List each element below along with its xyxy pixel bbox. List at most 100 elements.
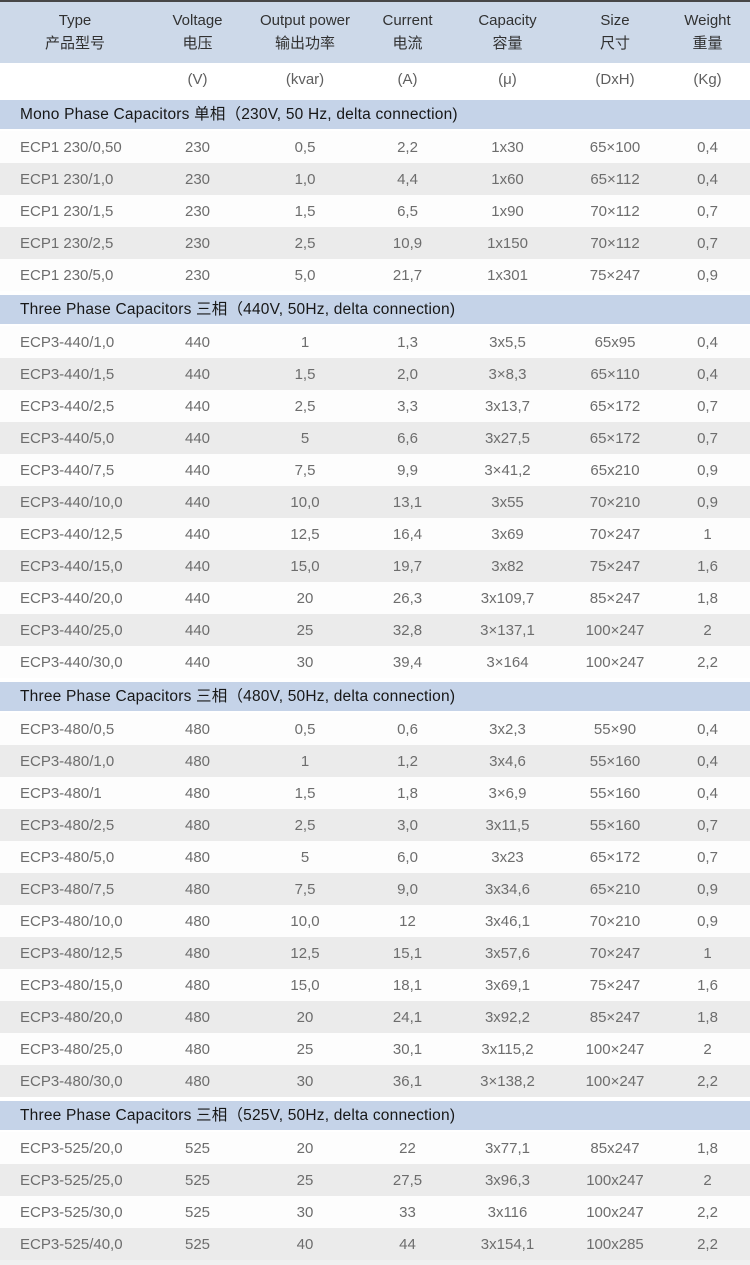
cell-capacity: 3x116: [487, 1203, 528, 1221]
cell-size: 100×247: [585, 621, 645, 639]
cell-current: 16,4: [392, 525, 423, 543]
cell-output-power: 7,5: [294, 461, 316, 479]
cell-voltage: 480: [184, 816, 211, 834]
cell-size: 85×247: [589, 589, 641, 607]
cell-current: 1,8: [397, 784, 418, 802]
cell-output-power: 30: [296, 653, 314, 671]
cell-voltage: 440: [184, 493, 211, 511]
table-row: ECP3-440/5,0 440 5 6,6 3x27,5 65×172 0,7: [0, 422, 750, 454]
cell-type: ECP3-480/1: [20, 784, 102, 802]
cell-current: 15,1: [392, 944, 423, 962]
cell-output-power: 1,5: [294, 365, 316, 383]
cell-weight: 1,6: [697, 557, 718, 575]
cell-size: 85×247: [589, 1008, 641, 1026]
cell-weight: 0,7: [697, 234, 718, 252]
table-row: ECP3-480/0,5 480 0,5 0,6 3x2,3 55×90 0,4: [0, 713, 750, 745]
column-header-weight: Weight 重量: [665, 10, 750, 55]
cell-capacity: 3x34,6: [484, 880, 531, 898]
cell-size: 55×90: [593, 720, 637, 738]
cell-weight: 0,9: [697, 461, 718, 479]
cell-weight: 2: [703, 1171, 712, 1189]
cell-size: 65×210: [589, 880, 641, 898]
cell-type: ECP1 230/1,0: [20, 170, 114, 188]
cell-capacity: 3×164: [486, 653, 529, 671]
cell-output-power: 25: [296, 1040, 314, 1058]
column-header-type: Type 产品型号: [0, 10, 150, 55]
cell-type: ECP3-440/1,0: [20, 333, 115, 351]
cell-type: ECP1 230/5,0: [20, 266, 114, 284]
cell-output-power: 40: [296, 1235, 314, 1253]
cell-output-power: 10,0: [290, 493, 320, 511]
section-title: Mono Phase Capacitors 单相（230V, 50 Hz, de…: [0, 100, 750, 129]
table-row: ECP1 230/0,50 230 0,5 2,2 1x30 65×100 0,4: [0, 131, 750, 163]
cell-current: 24,1: [392, 1008, 423, 1026]
cell-current: 6,0: [397, 848, 418, 866]
cell-weight: 0,7: [697, 397, 718, 415]
cell-weight: 2,2: [697, 1072, 718, 1090]
cell-size: 70×112: [590, 202, 640, 220]
table-row: ECP3-480/15,0 480 15,0 18,1 3x69,1 75×247 1,6: [0, 969, 750, 1001]
table-body: Mono Phase Capacitors 单相（230V, 50 Hz, de…: [0, 96, 750, 1260]
table-row: ECP3-525/40,0 525 40 44 3x154,1 100x285 2,2: [0, 1228, 750, 1260]
cell-current: 3,3: [397, 397, 418, 415]
cell-current: 12: [399, 912, 416, 930]
cell-output-power: 5: [300, 848, 310, 866]
cell-output-power: 1: [300, 333, 310, 351]
cell-type: ECP3-480/5,0: [20, 848, 115, 866]
cell-output-power: 20: [296, 1008, 314, 1026]
table-row: ECP3-480/2,5 480 2,5 3,0 3x11,5 55×160 0,7: [0, 809, 750, 841]
cell-current: 30,1: [392, 1040, 423, 1058]
cell-voltage: 480: [184, 848, 211, 866]
cell-capacity: 1x150: [487, 234, 528, 252]
cell-capacity: 3x27,5: [484, 429, 531, 447]
cell-capacity: 3x92,2: [484, 1008, 531, 1026]
cell-size: 55×160: [589, 784, 641, 802]
cell-type: ECP1 230/1,5: [20, 202, 114, 220]
cell-type: ECP3-480/1,0: [20, 752, 115, 770]
column-header-en: Voltage: [172, 12, 223, 29]
cell-voltage: 480: [184, 1072, 211, 1090]
cell-current: 9,0: [397, 880, 418, 898]
cell-weight: 0,9: [697, 912, 718, 930]
cell-size: 55×160: [589, 752, 641, 770]
cell-type: ECP3-440/10,0: [20, 493, 123, 511]
bottom-strip: [0, 1260, 750, 1265]
cell-size: 85x247: [590, 1139, 640, 1157]
cell-capacity: 3x96,3: [484, 1171, 531, 1189]
cell-output-power: 12,5: [290, 525, 320, 543]
cell-voltage: 440: [184, 589, 211, 607]
cell-capacity: 1x301: [487, 266, 528, 284]
cell-capacity: 3x55: [491, 493, 524, 511]
cell-voltage: 230: [184, 170, 211, 188]
cell-output-power: 30: [296, 1203, 314, 1221]
unit-cell: (A): [397, 71, 418, 88]
cell-size: 70×210: [589, 493, 641, 511]
cell-current: 9,9: [397, 461, 418, 479]
cell-size: 100x247: [586, 1171, 644, 1189]
cell-weight: 0,4: [697, 170, 718, 188]
cell-voltage: 525: [184, 1235, 211, 1253]
cell-weight: 0,4: [697, 138, 718, 156]
cell-weight: 0,9: [697, 493, 718, 511]
cell-type: ECP3-440/12,5: [20, 525, 123, 543]
cell-capacity: 3x2,3: [489, 720, 526, 738]
column-header-voltage: Voltage 电压: [150, 10, 245, 55]
cell-size: 70×247: [589, 525, 641, 543]
cell-voltage: 230: [184, 234, 211, 252]
column-header-en: Current: [382, 12, 433, 29]
cell-size: 65×112: [590, 170, 640, 188]
cell-voltage: 440: [184, 621, 211, 639]
table-row: ECP3-480/7,5 480 7,5 9,0 3x34,6 65×210 0,9: [0, 873, 750, 905]
cell-output-power: 20: [296, 1139, 314, 1157]
cell-weight: 0,9: [697, 880, 718, 898]
cell-output-power: 0,5: [294, 720, 316, 738]
cell-current: 33: [399, 1203, 416, 1221]
column-header-zh: 容量: [492, 34, 523, 52]
cell-type: ECP3-480/25,0: [20, 1040, 123, 1058]
cell-size: 70×210: [589, 912, 641, 930]
table-row: ECP3-440/7,5 440 7,5 9,9 3×41,2 65x210 0,9: [0, 454, 750, 486]
cell-current: 6,5: [397, 202, 418, 220]
cell-capacity: 3x69: [491, 525, 524, 543]
cell-voltage: 480: [184, 784, 211, 802]
cell-type: ECP3-440/25,0: [20, 621, 123, 639]
